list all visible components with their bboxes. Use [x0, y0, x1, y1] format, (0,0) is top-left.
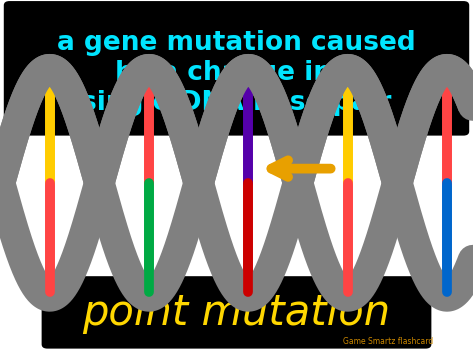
Text: Game Smartz flashcard: Game Smartz flashcard — [343, 337, 433, 346]
FancyArrowPatch shape — [272, 160, 331, 177]
FancyBboxPatch shape — [42, 276, 431, 349]
Text: point mutation: point mutation — [82, 292, 391, 334]
Text: a gene mutation caused
by a change in a
single DNA base pair: a gene mutation caused by a change in a … — [57, 30, 416, 116]
FancyBboxPatch shape — [4, 1, 469, 136]
